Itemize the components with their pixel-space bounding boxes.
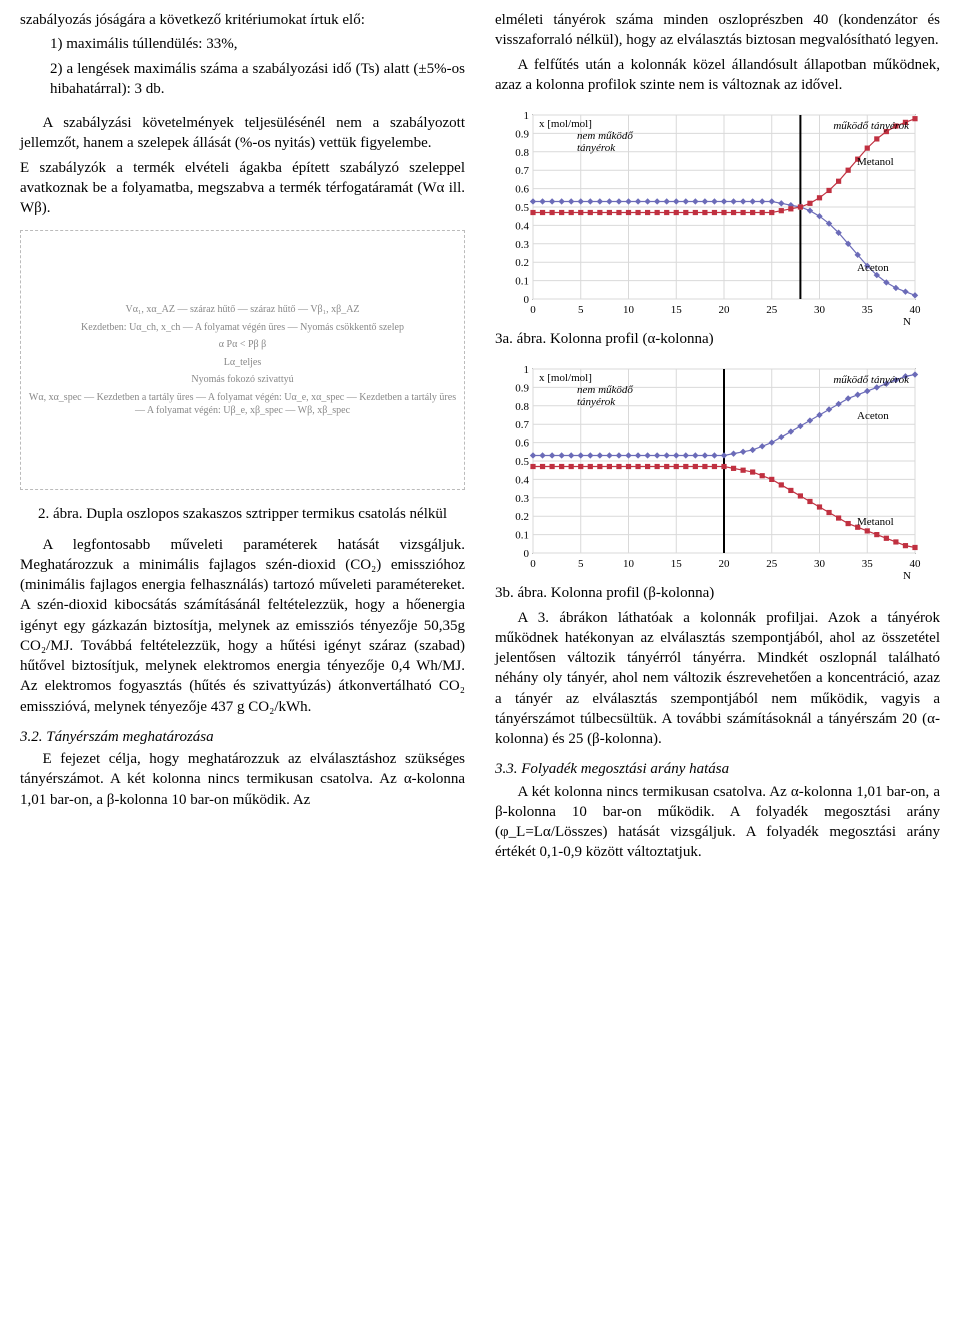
right-p4: A két kolonna nincs termikusan csatolva.… <box>495 782 940 863</box>
svg-text:5: 5 <box>578 304 584 316</box>
schematic-line: Nyomás fokozó szivattyú <box>191 373 293 387</box>
right-column: elméleti tányérok száma minden oszloprés… <box>495 10 940 867</box>
svg-text:x [mol/mol]: x [mol/mol] <box>539 372 592 384</box>
svg-text:35: 35 <box>862 304 874 316</box>
chart-3b: 0 5 10 15 20 25 30 35 40 0 0.1 0.2 0.3 0.4 0.5 0.6 0.7 0.… <box>495 361 940 581</box>
svg-text:Aceton: Aceton <box>857 262 889 274</box>
svg-text:N: N <box>903 570 911 581</box>
svg-text:30: 30 <box>814 558 826 570</box>
svg-text:25: 25 <box>766 304 778 316</box>
svg-text:0.5: 0.5 <box>515 202 529 214</box>
svg-text:0.6: 0.6 <box>515 438 529 450</box>
sec32-title: 3.2. Tányérszám meghatározása <box>20 727 465 747</box>
svg-text:0: 0 <box>524 548 530 560</box>
left-p4: A legfontosabb műveleti paraméterek hatá… <box>20 535 465 717</box>
schematic-line: Wα, xα_spec — Kezdetben a tartály üres —… <box>27 391 458 418</box>
svg-text:0.1: 0.1 <box>515 530 529 542</box>
svg-text:10: 10 <box>623 558 635 570</box>
svg-text:működő tányérok: működő tányérok <box>833 374 910 386</box>
chart-3a: 0 5 10 15 20 25 30 35 40 0 0.1 0.2 0.3 0.4 0.5 0.6 0.7 0.… <box>495 107 940 327</box>
right-p1: elméleti tányérok száma minden oszloprés… <box>495 10 940 51</box>
svg-text:0: 0 <box>530 558 536 570</box>
svg-text:0.7: 0.7 <box>515 419 529 431</box>
left-p2: A szabályzási követelmények teljesülésén… <box>20 113 465 154</box>
schematic-line: Kezdetben: Uα_ch, x_ch — A folyamat végé… <box>81 321 404 335</box>
svg-text:0.5: 0.5 <box>515 456 529 468</box>
fig2-schematic: Vα₁, xα_AZ — száraz hűtő — száraz hűtő —… <box>20 230 465 490</box>
svg-text:20: 20 <box>719 304 731 316</box>
fig3b-caption: 3b. ábra. Kolonna profil (β-kolonna) <box>495 583 940 603</box>
svg-text:Metanol: Metanol <box>857 156 894 168</box>
left-column: szabályozás jóságára a következő kritéri… <box>20 10 465 867</box>
svg-text:N: N <box>903 316 911 327</box>
svg-text:10: 10 <box>623 304 635 316</box>
svg-text:0.1: 0.1 <box>515 276 529 288</box>
two-column-layout: szabályozás jóságára a következő kritéri… <box>20 10 940 867</box>
svg-text:15: 15 <box>671 304 683 316</box>
schematic-line: Vα₁, xα_AZ — száraz hűtő — száraz hűtő —… <box>125 303 359 317</box>
left-p5: E fejezet célja, hogy meghatározzuk az e… <box>20 749 465 810</box>
svg-text:0.9: 0.9 <box>515 128 529 140</box>
fig2-caption: 2. ábra. Dupla oszlopos szakaszos sztrip… <box>20 504 465 524</box>
svg-text:működő tányérok: működő tányérok <box>833 120 910 132</box>
svg-text:40: 40 <box>910 304 922 316</box>
svg-text:0.6: 0.6 <box>515 184 529 196</box>
svg-text:0.4: 0.4 <box>515 220 529 232</box>
svg-text:x [mol/mol]: x [mol/mol] <box>539 118 592 130</box>
fig3a-caption: 3a. ábra. Kolonna profil (α-kolonna) <box>495 329 940 349</box>
chart-svg: 0 5 10 15 20 25 30 35 40 0 0.1 0.2 0.3 0.4 0.5 0.6 0.7 0.… <box>495 107 925 327</box>
svg-text:30: 30 <box>814 304 826 316</box>
svg-text:40: 40 <box>910 558 922 570</box>
svg-text:0: 0 <box>524 294 530 306</box>
svg-text:0.7: 0.7 <box>515 165 529 177</box>
svg-text:0.2: 0.2 <box>515 511 529 523</box>
svg-text:0.8: 0.8 <box>515 401 529 413</box>
right-p3: A 3. ábrákon láthatóak a kolonnák profil… <box>495 608 940 750</box>
right-p2: A felfűtés után a kolonnák közel állandó… <box>495 55 940 96</box>
svg-text:35: 35 <box>862 558 874 570</box>
svg-text:5: 5 <box>578 558 584 570</box>
chart-svg: 0 5 10 15 20 25 30 35 40 0 0.1 0.2 0.3 0.4 0.5 0.6 0.7 0.… <box>495 361 925 581</box>
svg-text:0: 0 <box>530 304 536 316</box>
schematic-line: α Pα < Pβ β <box>219 338 266 352</box>
svg-text:1: 1 <box>524 364 530 376</box>
schematic-line: Lα_teljes <box>224 356 261 370</box>
svg-text:1: 1 <box>524 110 530 122</box>
svg-text:0.2: 0.2 <box>515 257 529 269</box>
left-li1: 1) maximális túllendülés: 33%, <box>50 34 465 54</box>
left-p3: E szabályzók a termék elvételi ágakba ép… <box>20 158 465 219</box>
svg-text:0.4: 0.4 <box>515 475 529 487</box>
svg-text:Metanol: Metanol <box>857 516 894 528</box>
svg-text:20: 20 <box>719 558 731 570</box>
sec33-title: 3.3. Folyadék megosztási arány hatása <box>495 759 940 779</box>
svg-text:0.9: 0.9 <box>515 383 529 395</box>
svg-text:15: 15 <box>671 558 683 570</box>
svg-text:0.3: 0.3 <box>515 493 529 505</box>
left-li2: 2) a lengések maximális száma a szabályo… <box>50 59 465 100</box>
svg-text:Aceton: Aceton <box>857 410 889 422</box>
svg-text:0.3: 0.3 <box>515 239 529 251</box>
svg-text:0.8: 0.8 <box>515 147 529 159</box>
svg-text:25: 25 <box>766 558 778 570</box>
left-p1: szabályozás jóságára a következő kritéri… <box>20 10 465 30</box>
